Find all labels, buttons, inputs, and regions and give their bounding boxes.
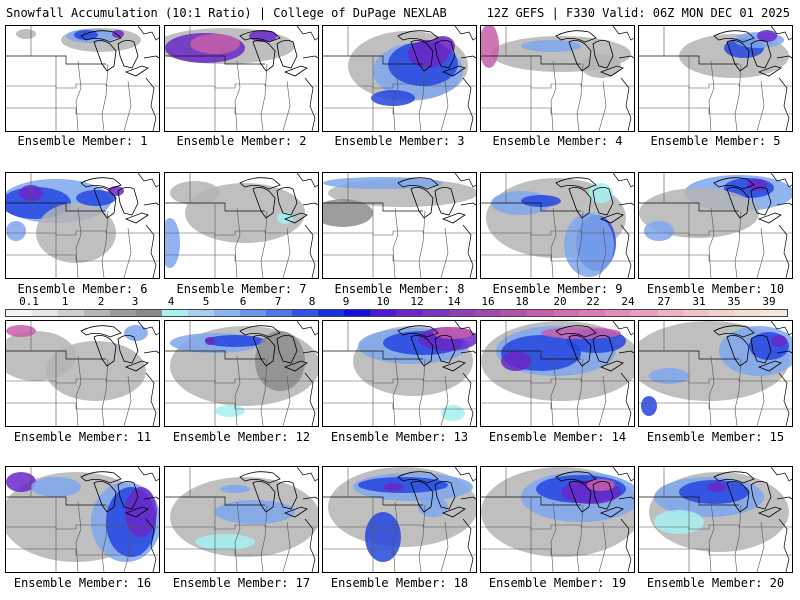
color-scale-label: 39 <box>762 295 776 308</box>
ensemble-member-label: Ensemble Member: 3 <box>334 134 465 148</box>
color-scale-label: 20 <box>553 295 567 308</box>
product-title: Snowfall Accumulation (10:1 Ratio) | Col… <box>6 6 447 20</box>
color-scale-swatch <box>84 310 111 316</box>
color-scale-swatch <box>396 310 423 316</box>
color-scale-swatch <box>110 310 137 316</box>
ensemble-member-label: Ensemble Member: 6 <box>17 282 148 296</box>
ensemble-member-label: Ensemble Member: 9 <box>492 282 623 296</box>
ensemble-member-map <box>638 172 793 279</box>
color-scale-swatch <box>266 310 293 316</box>
ensemble-member-label: Ensemble Member: 10 <box>646 282 785 296</box>
ensemble-member-map <box>322 320 477 427</box>
color-scale-label: 2 <box>97 295 105 308</box>
color-scale-label: 12 <box>410 295 424 308</box>
ensemble-member-label: Ensemble Member: 16 <box>13 576 152 590</box>
ensemble-member-map <box>322 466 477 573</box>
color-scale-swatch <box>292 310 319 316</box>
color-scale-label: 31 <box>692 295 706 308</box>
ensemble-member-label: Ensemble Member: 13 <box>330 430 469 444</box>
color-scale-label: 0.1 <box>19 295 39 308</box>
ensemble-member-label: Ensemble Member: 17 <box>172 576 311 590</box>
color-scale-swatch <box>734 310 761 316</box>
ensemble-member-map <box>480 466 635 573</box>
ensemble-member-map <box>638 320 793 427</box>
color-scale-swatch <box>474 310 501 316</box>
ensemble-member-map <box>638 466 793 573</box>
color-scale-label: 24 <box>621 295 635 308</box>
color-scale-label: 14 <box>447 295 461 308</box>
color-scale-label: 3 <box>131 295 139 308</box>
snowfall-color-scale <box>5 309 788 317</box>
color-scale-label: 6 <box>239 295 247 308</box>
color-scale-swatch <box>162 310 189 316</box>
color-scale-swatch <box>578 310 605 316</box>
ensemble-member-map <box>480 25 635 132</box>
ensemble-member-label: Ensemble Member: 11 <box>13 430 152 444</box>
run-valid-time: 12Z GEFS | F330 Valid: 06Z MON DEC 01 20… <box>486 6 790 20</box>
color-scale-swatch <box>32 310 59 316</box>
ensemble-member-label: Ensemble Member: 12 <box>172 430 311 444</box>
color-scale-swatch <box>58 310 85 316</box>
color-scale-swatch <box>188 310 215 316</box>
ensemble-member-map <box>5 320 160 427</box>
ensemble-member-map <box>638 25 793 132</box>
ensemble-member-map <box>164 320 319 427</box>
color-scale-swatch <box>656 310 683 316</box>
color-scale-swatch <box>318 310 345 316</box>
color-scale-label: 10 <box>376 295 390 308</box>
ensemble-member-map <box>5 466 160 573</box>
ensemble-member-map <box>164 172 319 279</box>
color-scale-label: 4 <box>167 295 175 308</box>
ensemble-member-map <box>164 466 319 573</box>
color-scale-label: 8 <box>308 295 316 308</box>
color-scale-swatch <box>422 310 449 316</box>
ensemble-member-label: Ensemble Member: 14 <box>488 430 627 444</box>
ensemble-member-map <box>480 320 635 427</box>
ensemble-member-map <box>164 25 319 132</box>
color-scale-label: 9 <box>342 295 350 308</box>
color-scale-swatch <box>240 310 267 316</box>
color-scale-swatch <box>682 310 709 316</box>
color-scale-swatch <box>214 310 241 316</box>
color-scale-label: 22 <box>586 295 600 308</box>
ensemble-member-label: Ensemble Member: 19 <box>488 576 627 590</box>
color-scale-label: 18 <box>515 295 529 308</box>
ensemble-member-label: Ensemble Member: 7 <box>176 282 307 296</box>
ensemble-member-label: Ensemble Member: 5 <box>650 134 781 148</box>
ensemble-member-map <box>5 25 160 132</box>
ensemble-member-label: Ensemble Member: 18 <box>330 576 469 590</box>
ensemble-member-label: Ensemble Member: 2 <box>176 134 307 148</box>
color-scale-label: 16 <box>481 295 495 308</box>
ensemble-member-label: Ensemble Member: 15 <box>646 430 785 444</box>
color-scale-swatch <box>760 310 787 316</box>
color-scale-swatch <box>344 310 371 316</box>
ensemble-member-label: Ensemble Member: 20 <box>646 576 785 590</box>
color-scale-swatch <box>448 310 475 316</box>
color-scale-label: 35 <box>727 295 741 308</box>
color-scale-swatch <box>6 310 33 316</box>
ensemble-member-label: Ensemble Member: 1 <box>17 134 148 148</box>
color-scale-swatch <box>630 310 657 316</box>
color-scale-label: 5 <box>202 295 210 308</box>
color-scale-label: 27 <box>657 295 671 308</box>
color-scale-swatch <box>552 310 579 316</box>
color-scale-label: 1 <box>61 295 69 308</box>
ensemble-member-map <box>480 172 635 279</box>
ensemble-member-map <box>5 172 160 279</box>
color-scale-swatch <box>136 310 163 316</box>
ensemble-member-label: Ensemble Member: 8 <box>334 282 465 296</box>
color-scale-swatch <box>370 310 397 316</box>
color-scale-swatch <box>500 310 527 316</box>
color-scale-swatch <box>604 310 631 316</box>
color-scale-swatch <box>708 310 735 316</box>
ensemble-member-map <box>322 172 477 279</box>
ensemble-member-label: Ensemble Member: 4 <box>492 134 623 148</box>
color-scale-swatch <box>526 310 553 316</box>
ensemble-member-map <box>322 25 477 132</box>
color-scale-label: 7 <box>274 295 282 308</box>
